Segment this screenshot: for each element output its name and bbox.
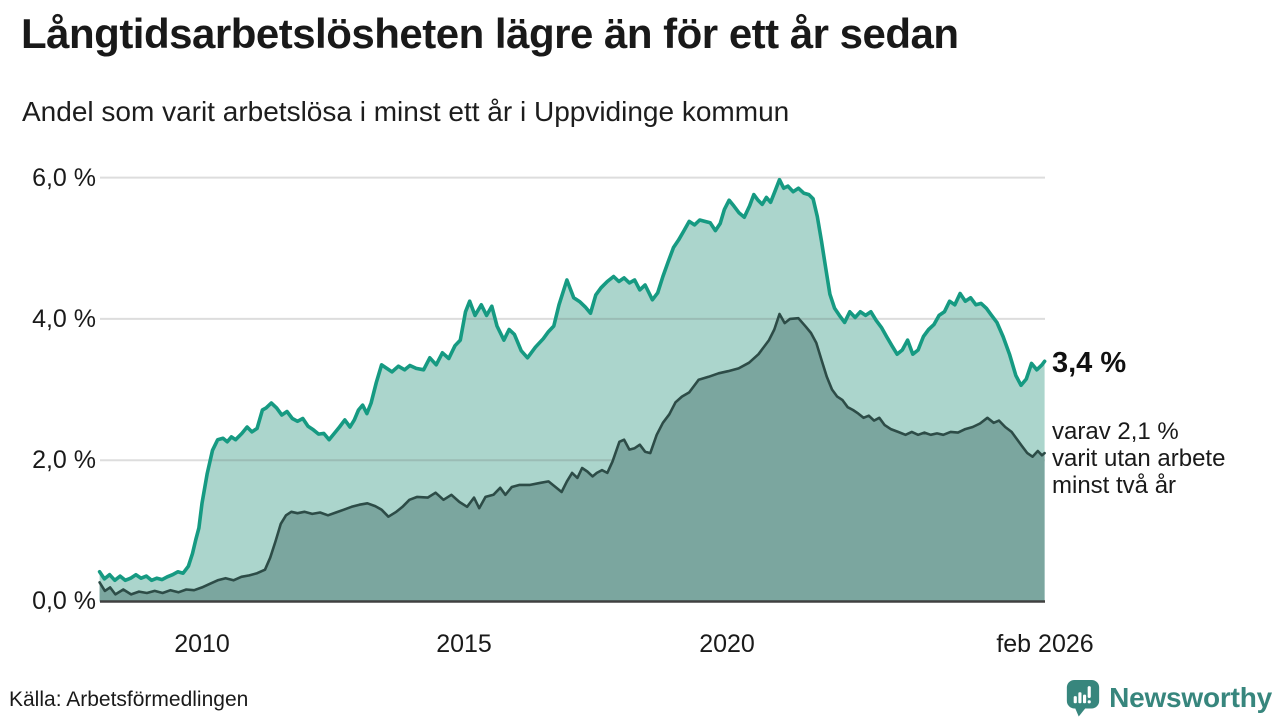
subset-annotation-line-3: minst två år — [1052, 472, 1177, 499]
subset-annotation-line-1: varav 2,1 % — [1052, 418, 1179, 445]
x-axis-tick-label-2015: 2015 — [436, 630, 492, 658]
page-title: Långtidsarbetslösheten lägre än för ett … — [21, 10, 959, 57]
chart-subtitle: Andel som varit arbetslösa i minst ett å… — [22, 96, 790, 127]
newsworthy-logo: Newsworthy — [1064, 679, 1272, 717]
subset-annotation-line-2: varit utan arbete — [1052, 445, 1226, 472]
y-axis-tick-label-4: 4,0 % — [32, 305, 96, 333]
newsworthy-wordmark: Newsworthy — [1109, 682, 1272, 713]
subset-annotation: varav 2,1 % varit utan arbete minst två … — [1052, 418, 1225, 499]
total-line — [97, 177, 1047, 583]
latest-total-value-label: 3,4 % — [1052, 347, 1127, 379]
y-axis-tick-label-0: 0,0 % — [32, 587, 96, 615]
newsworthy-logo-icon — [1066, 679, 1100, 717]
x-axis-tick-label-2020: 2020 — [699, 630, 755, 658]
x-axis-tick-label-2010: 2010 — [174, 630, 230, 658]
y-axis-tick-label-6: 6,0 % — [32, 164, 96, 192]
x-axis-tick-label-feb-2026: feb 2026 — [996, 630, 1094, 658]
subset-area-fill — [99, 314, 1045, 602]
subset-line — [98, 312, 1046, 596]
source-caption: Källa: Arbetsförmedlingen — [9, 688, 249, 711]
y-axis-tick-label-2: 2,0 % — [32, 446, 96, 474]
